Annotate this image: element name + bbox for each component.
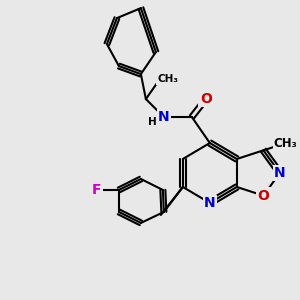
Text: O: O <box>200 92 212 106</box>
Text: F: F <box>92 183 102 197</box>
Text: N: N <box>274 166 286 180</box>
Text: O: O <box>257 189 269 202</box>
Text: CH₃: CH₃ <box>158 74 178 84</box>
Text: N: N <box>158 110 170 124</box>
Text: N: N <box>204 196 216 210</box>
Text: CH₃: CH₃ <box>274 136 298 150</box>
Text: H: H <box>148 117 157 127</box>
